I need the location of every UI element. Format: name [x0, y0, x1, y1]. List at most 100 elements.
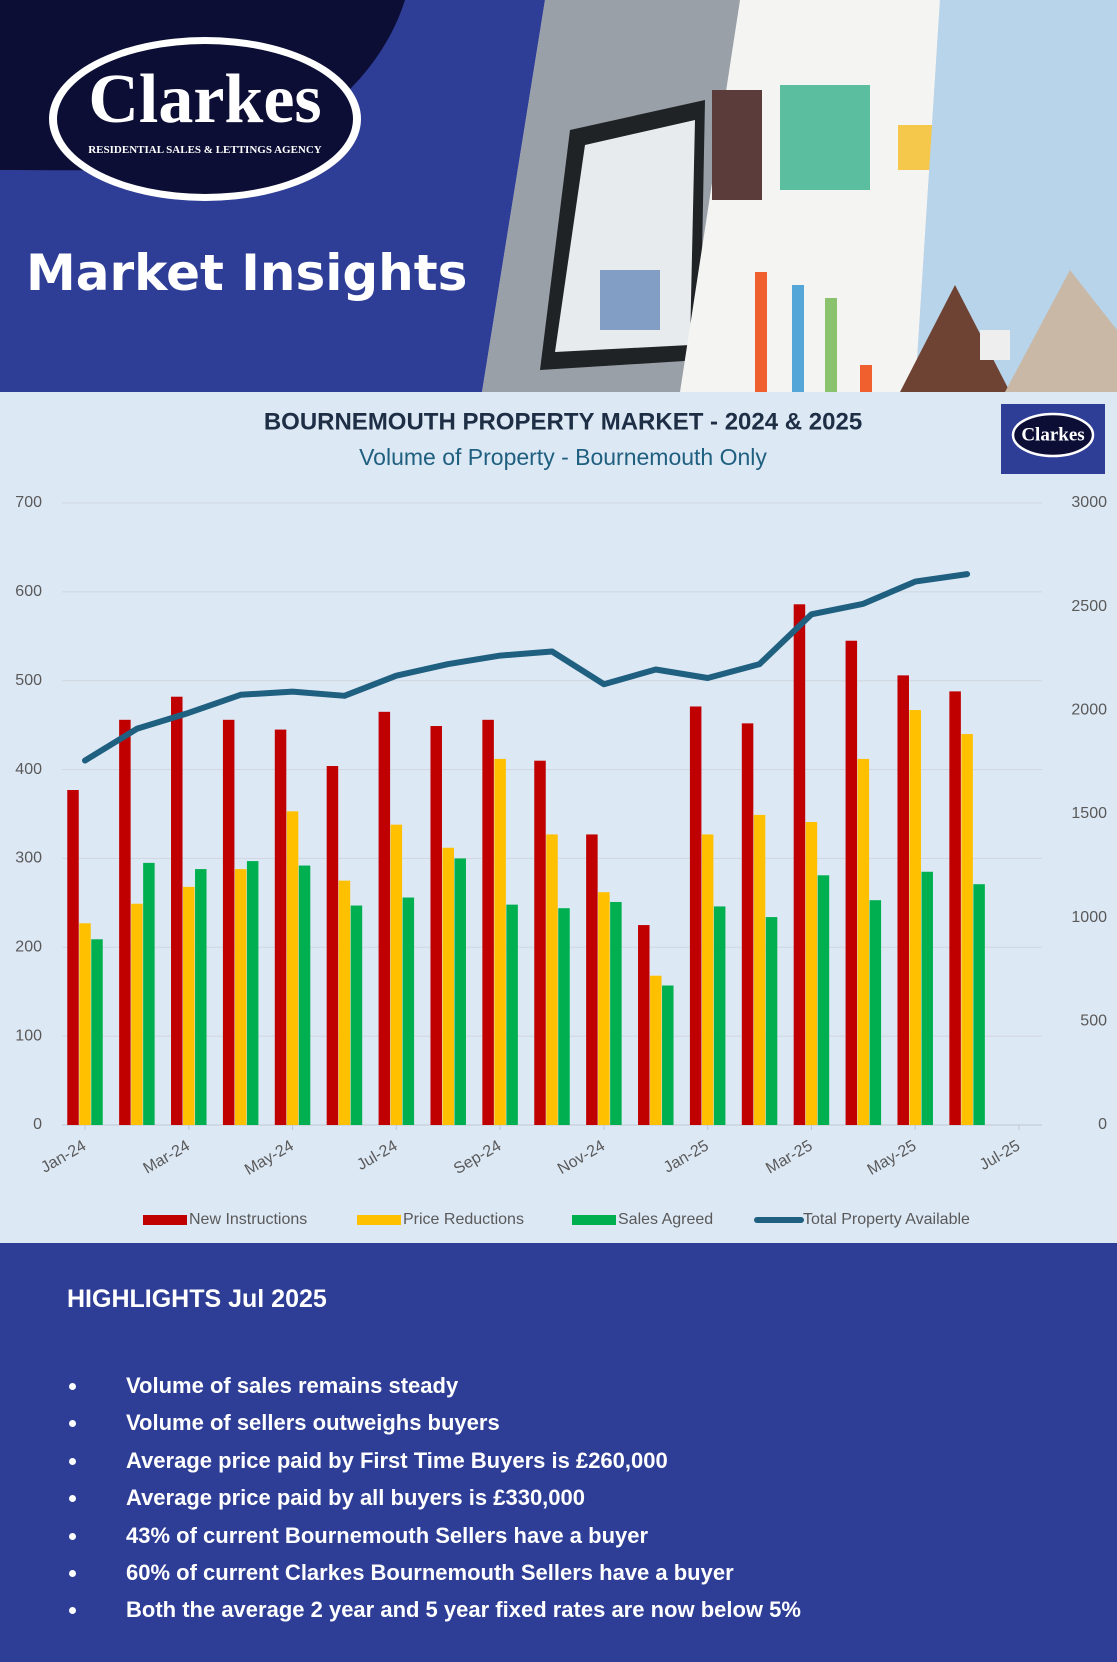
bar	[195, 869, 207, 1125]
bar	[430, 726, 442, 1125]
bar	[454, 858, 466, 1125]
legend-label: New Instructions	[189, 1211, 307, 1228]
bar	[701, 834, 714, 1125]
legend-item: Total Property Available	[754, 1211, 970, 1228]
bar	[298, 865, 311, 1125]
bar	[131, 903, 143, 1125]
bar	[741, 723, 754, 1125]
chart-title: BOURNEMOUTH PROPERTY MARKET - 2024 & 202…	[264, 408, 862, 435]
y2-tick-label: 1000	[1071, 909, 1107, 926]
bar	[598, 892, 610, 1125]
bar	[793, 604, 806, 1125]
y2-tick-label: 0	[1098, 1116, 1107, 1133]
bar	[845, 640, 858, 1125]
legend-item: Price Reductions	[357, 1211, 524, 1228]
bar	[689, 706, 702, 1125]
logo-tagline: RESIDENTIAL SALES & LETTINGS AGENCY	[88, 144, 322, 156]
bar	[909, 710, 921, 1125]
legend-swatch	[357, 1215, 401, 1225]
bar	[506, 904, 518, 1125]
bar	[817, 875, 830, 1125]
bar	[805, 821, 818, 1125]
bar	[442, 847, 454, 1125]
photo-collage	[482, 0, 1117, 392]
chart-subtitle: Volume of Property - Bournemouth Only	[359, 444, 767, 470]
highlight-item: Volume of sales remains steady	[0, 1367, 801, 1404]
bar	[897, 675, 909, 1125]
legend-label: Price Reductions	[403, 1211, 524, 1228]
bar	[650, 975, 662, 1125]
line	[82, 571, 971, 764]
bar	[546, 834, 558, 1125]
chart-logo-oval	[1011, 412, 1095, 458]
bar	[143, 862, 155, 1125]
y2-tick-label: 2500	[1071, 598, 1107, 615]
bar	[949, 691, 961, 1125]
bar	[586, 834, 598, 1125]
legend-label: Total Property Available	[803, 1211, 970, 1228]
chart: BOURNEMOUTH PROPERTY MARKET - 2024 & 202…	[0, 392, 1117, 1243]
header: Clarkes RESIDENTIAL SALES & LETTINGS AGE…	[0, 0, 1117, 392]
highlights-list: Volume of sales remains steady Volume of …	[0, 1367, 801, 1629]
legend-swatch	[143, 1215, 187, 1225]
highlight-item: Average price paid by First Time Buyers …	[0, 1442, 801, 1479]
y-tick-label: 500	[15, 672, 42, 689]
y-tick-label: 600	[15, 583, 42, 600]
logo-brand: Clarkes	[88, 61, 321, 138]
chart-logo-brand: Clarkes	[1021, 424, 1084, 445]
legend-swatch	[572, 1215, 616, 1225]
bar	[222, 719, 235, 1125]
y2-tick-label: 2000	[1071, 702, 1107, 719]
highlight-item: Both the average 2 year and 5 year fixed…	[0, 1591, 801, 1628]
bar	[119, 719, 131, 1125]
bar	[183, 886, 195, 1125]
bar	[378, 711, 391, 1125]
header-title: Market Insights	[26, 244, 467, 302]
bar	[326, 766, 339, 1125]
legend-item: New Instructions	[143, 1211, 307, 1228]
highlight-item: 43% of current Bournemouth Sellers have …	[0, 1517, 801, 1554]
bar	[390, 824, 403, 1125]
bar	[857, 758, 870, 1125]
y-tick-label: 0	[33, 1116, 42, 1133]
highlights: HIGHLIGHTS Jul 2025 Volume of sales rema…	[0, 1243, 1117, 1662]
bar	[350, 905, 363, 1125]
bar	[921, 871, 933, 1125]
y-tick-label: 200	[15, 939, 42, 956]
legend-label: Sales Agreed	[618, 1211, 713, 1228]
bar	[534, 760, 546, 1125]
bar	[338, 880, 351, 1125]
bar	[869, 900, 882, 1125]
bar	[558, 908, 570, 1125]
y2-tick-label: 500	[1080, 1013, 1107, 1030]
highlights-title: HIGHLIGHTS Jul 2025	[67, 1285, 327, 1313]
y-tick-label: 100	[15, 1027, 42, 1044]
bar	[246, 861, 259, 1125]
bar	[973, 884, 985, 1125]
bar	[79, 923, 91, 1125]
bar	[91, 939, 103, 1125]
bar	[765, 917, 778, 1125]
bar	[234, 869, 247, 1125]
highlight-item: 60% of current Clarkes Bournemouth Selle…	[0, 1554, 801, 1591]
highlight-item: Volume of sellers outweighs buyers	[0, 1404, 801, 1441]
bar	[638, 925, 650, 1125]
bar	[402, 897, 415, 1125]
bar	[713, 906, 726, 1125]
y2-tick-label: 1500	[1071, 805, 1107, 822]
highlight-item: Average price paid by all buyers is £330…	[0, 1479, 801, 1516]
bar	[753, 814, 766, 1125]
bar	[171, 696, 183, 1125]
bar	[494, 758, 506, 1125]
y2-tick-label: 3000	[1071, 494, 1107, 511]
bar	[286, 811, 299, 1125]
bar	[610, 901, 622, 1125]
bar	[482, 719, 494, 1125]
bar	[662, 985, 674, 1125]
legend-item: Sales Agreed	[572, 1211, 713, 1228]
y-tick-label: 400	[15, 761, 42, 778]
y-tick-label: 300	[15, 850, 42, 867]
bar	[274, 729, 287, 1125]
logo	[57, 44, 353, 194]
